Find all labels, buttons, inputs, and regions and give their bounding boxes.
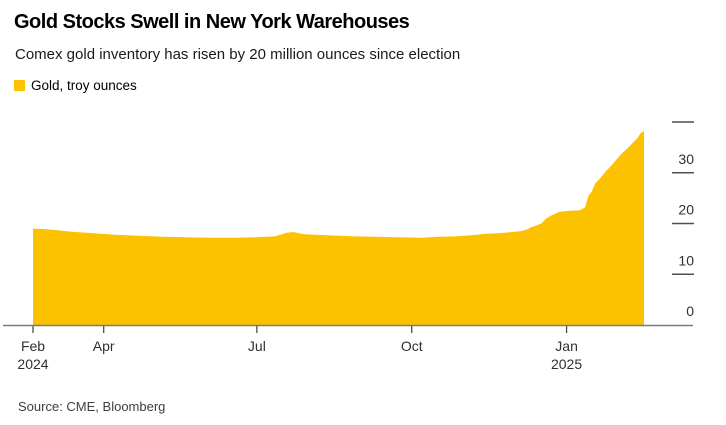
- y-tick-label: 0: [686, 303, 694, 319]
- x-tick-year-label: 2025: [551, 356, 582, 372]
- legend: Gold, troy ounces: [14, 78, 137, 93]
- y-tick-label: 30: [678, 151, 694, 167]
- x-tick-year-label: 2024: [17, 356, 48, 372]
- y-tick-label: 10: [678, 252, 694, 268]
- x-tick-label: Jul: [248, 338, 266, 354]
- x-tick-label: Apr: [93, 338, 115, 354]
- x-tick-label: Jan: [555, 338, 578, 354]
- chart-subtitle: Comex gold inventory has risen by 20 mil…: [15, 46, 461, 63]
- x-tick-label: Oct: [401, 338, 423, 354]
- y-tick-label: 20: [678, 202, 694, 218]
- chart-title: Gold Stocks Swell in New York Warehouses: [14, 11, 410, 33]
- x-tick-label: Feb: [21, 338, 45, 354]
- legend-label: Gold, troy ounces: [31, 78, 137, 93]
- gold-area-series: [33, 131, 644, 325]
- legend-swatch-icon: [14, 80, 25, 91]
- source-text: Source: CME, Bloomberg: [18, 399, 166, 414]
